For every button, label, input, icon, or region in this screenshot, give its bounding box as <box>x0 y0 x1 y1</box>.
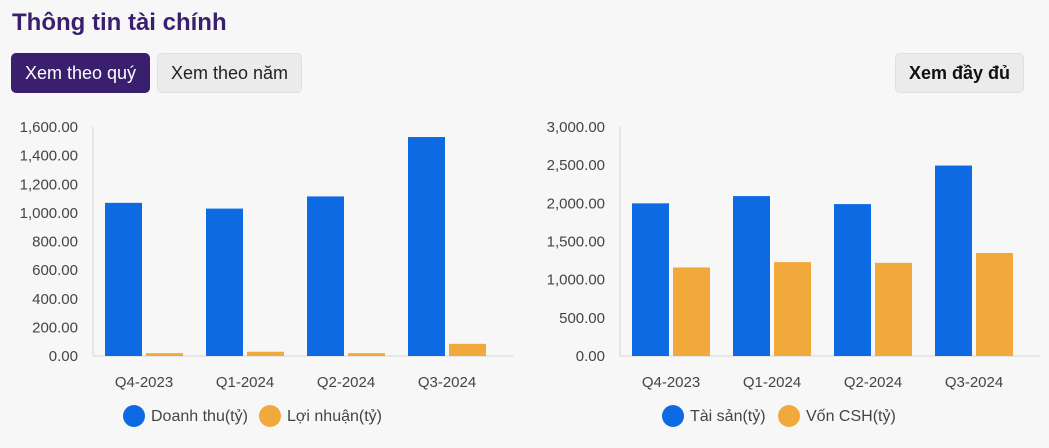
bar-secondary[interactable] <box>348 353 385 356</box>
bar-primary[interactable] <box>307 196 344 356</box>
bar-secondary[interactable] <box>976 252 1013 356</box>
legend-marker <box>662 405 684 427</box>
legend-label[interactable]: Doanh thu(tỷ) <box>151 408 248 425</box>
legend-label[interactable]: Tài sản(tỷ) <box>690 408 766 425</box>
bar-primary[interactable] <box>206 208 243 356</box>
bar-primary[interactable] <box>733 196 770 356</box>
legend-marker <box>259 405 281 427</box>
bar-secondary[interactable] <box>774 262 811 356</box>
legend-marker <box>123 405 145 427</box>
legend-label[interactable]: Lợi nhuận(tỷ) <box>287 408 382 425</box>
y-tick-label: 800.00 <box>32 234 78 251</box>
x-tick-label: Q1-2024 <box>216 374 274 391</box>
y-tick-label: 0.00 <box>49 348 78 365</box>
y-tick-label: 200.00 <box>32 319 78 336</box>
legend-marker <box>778 405 800 427</box>
bar-primary[interactable] <box>408 137 445 356</box>
legend-label[interactable]: Vốn CSH(tỷ) <box>806 408 896 425</box>
x-tick-label: Q4-2023 <box>642 374 700 391</box>
x-tick-label: Q3-2024 <box>945 374 1003 391</box>
bar-primary[interactable] <box>935 165 972 356</box>
y-tick-label: 1,000.00 <box>547 272 605 289</box>
x-tick-label: Q2-2024 <box>844 374 902 391</box>
bar-secondary[interactable] <box>875 262 912 356</box>
y-tick-label: 600.00 <box>32 262 78 279</box>
y-tick-label: 1,500.00 <box>547 234 605 251</box>
y-tick-label: 1,600.00 <box>20 119 78 136</box>
y-tick-label: 2,000.00 <box>547 195 605 212</box>
x-tick-label: Q4-2023 <box>115 374 173 391</box>
y-tick-label: 1,200.00 <box>20 176 78 193</box>
y-tick-label: 500.00 <box>559 310 605 327</box>
y-tick-label: 1,400.00 <box>20 148 78 165</box>
view-full-button[interactable]: Xem đầy đủ <box>895 53 1024 93</box>
view-by-quarter-button[interactable]: Xem theo quý <box>11 53 150 93</box>
y-tick-label: 400.00 <box>32 291 78 308</box>
x-tick-label: Q2-2024 <box>317 374 375 391</box>
bar-secondary[interactable] <box>146 353 183 356</box>
view-by-year-button[interactable]: Xem theo năm <box>157 53 302 93</box>
y-tick-label: 1,000.00 <box>20 205 78 222</box>
bar-secondary[interactable] <box>673 267 710 356</box>
y-tick-label: 2,500.00 <box>547 157 605 174</box>
revenue-profit-chart: 0.00 200.00 400.00 600.00 800.00 1,000.00 1,20… <box>20 119 513 427</box>
bar-primary[interactable] <box>105 202 142 356</box>
x-tick-label: Q3-2024 <box>418 374 476 391</box>
x-tick-label: Q1-2024 <box>743 374 801 391</box>
bar-secondary[interactable] <box>449 343 486 356</box>
assets-equity-chart: 0.00 500.00 1,000.00 1,500.00 2,000.00 2,500.… <box>547 119 1040 427</box>
bar-secondary[interactable] <box>247 351 284 356</box>
y-tick-label: 0.00 <box>576 348 605 365</box>
y-tick-label: 3,000.00 <box>547 119 605 136</box>
bar-primary[interactable] <box>834 204 871 356</box>
page-title: Thông tin tài chính <box>12 9 227 36</box>
bar-primary[interactable] <box>632 203 669 356</box>
